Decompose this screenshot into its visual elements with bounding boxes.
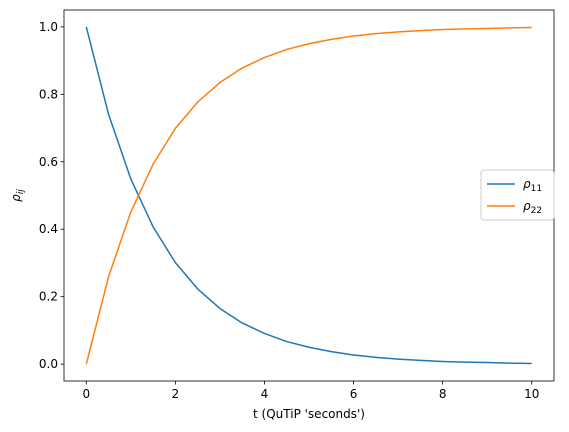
y-tick-label: 0.4 <box>39 222 58 236</box>
plot-area <box>85 26 532 365</box>
y-tick-label: 0.2 <box>39 290 58 304</box>
y-axis-label-sub: ij <box>16 189 26 195</box>
y-tick-label: 0.8 <box>39 87 58 101</box>
legend-box <box>480 169 555 221</box>
x-tick-label: 6 <box>350 387 358 401</box>
x-tick-label: 4 <box>261 387 269 401</box>
y-tick-label: 0.0 <box>39 357 58 371</box>
x-tick-label: 2 <box>172 387 180 401</box>
x-tick-label: 8 <box>439 387 447 401</box>
x-axis-label: t (QuTiP 'seconds') <box>253 407 365 421</box>
axes: 0 2 4 6 8 10 0.0 0.2 0.4 0.6 0.8 1.0 <box>39 9 555 401</box>
y-axis-label-main: ρ <box>9 194 23 202</box>
x-tick-label: 0 <box>82 387 90 401</box>
y-tick-label: 0.6 <box>39 155 58 169</box>
legend-label-1: ρ11 <box>523 177 542 194</box>
y-tick-label: 1.0 <box>39 20 58 34</box>
series-line-2 <box>85 26 532 365</box>
series-line-1 <box>85 26 532 365</box>
y-axis-label: ρij <box>9 189 26 202</box>
x-tick-label: 10 <box>524 387 539 401</box>
legend-label-2: ρ22 <box>523 199 542 216</box>
